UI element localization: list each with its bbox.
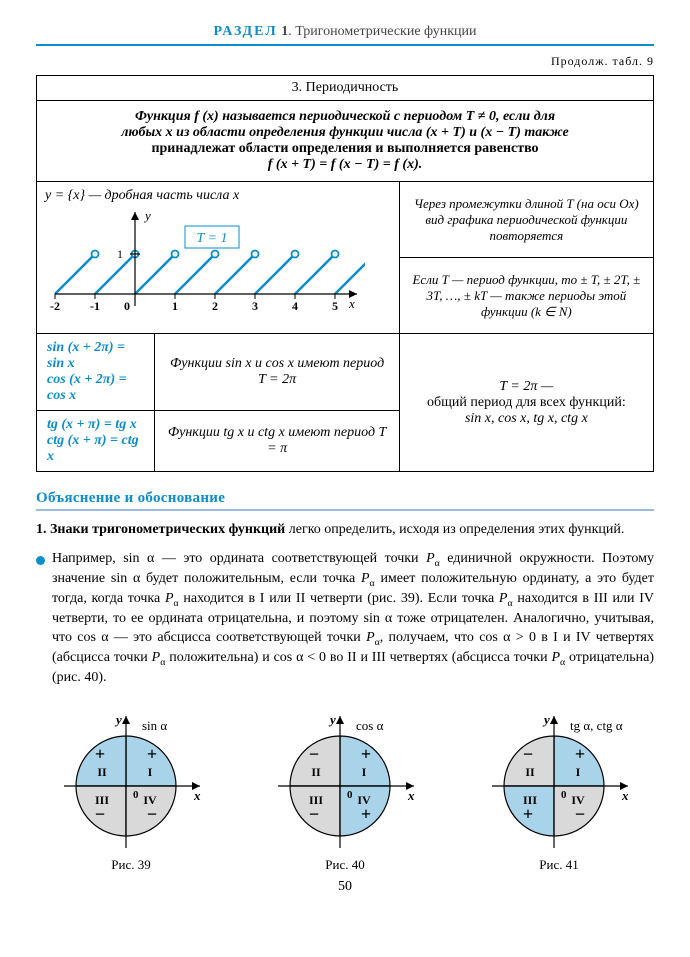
def-line-2: принадлежат области определения и выполн…	[151, 141, 538, 156]
def-line-1: любых x из области определения функции ч…	[121, 125, 569, 140]
svg-text:−: −	[147, 804, 157, 824]
section-number: 1	[281, 24, 288, 39]
period-sin-cos: Функции sin x и cos x имеют период T = 2…	[155, 334, 399, 411]
svg-text:II: II	[311, 765, 321, 779]
svg-text:T = 1: T = 1	[197, 231, 228, 246]
svg-text:x: x	[348, 296, 355, 311]
svg-text:I: I	[148, 765, 153, 779]
svg-text:y: y	[542, 712, 550, 727]
svg-text:y: y	[328, 712, 336, 727]
graph-caption: y = {x} — дробная часть числа x	[45, 188, 239, 203]
svg-text:II: II	[525, 765, 535, 779]
periodicity-table: 3. Периодичность Функция f (x) называетс…	[36, 75, 654, 472]
svg-text:4: 4	[292, 299, 298, 313]
paragraph-1: 1. Знаки тригонометрических функций легк…	[36, 521, 654, 540]
bullet-icon	[36, 550, 52, 698]
formula-sin-cos: sin (x + 2π) = sin x cos (x + 2π) = cos …	[37, 334, 155, 411]
graph-cell: y = {x} — дробная часть числа x 1 y x -2…	[37, 182, 400, 334]
svg-text:5: 5	[332, 299, 338, 313]
formula-tg-ctg: tg (x + π) = tg x ctg (x + π) = ctg x	[37, 411, 155, 472]
svg-text:II: II	[97, 765, 107, 779]
svg-text:−: −	[523, 744, 533, 764]
page-number: 50	[36, 879, 654, 895]
definition-cell: Функция f (x) называется периодической с…	[37, 101, 654, 182]
svg-text:+: +	[147, 744, 157, 764]
svg-text:−: −	[575, 804, 585, 824]
svg-text:+: +	[575, 744, 585, 764]
page: РАЗДЕЛ 1. Тригонометрические функции Про…	[0, 0, 690, 907]
svg-text:0: 0	[124, 299, 130, 313]
svg-text:IV: IV	[571, 793, 585, 807]
figure-caption: Рис. 41	[464, 857, 654, 873]
figure-caption: Рис. 40	[250, 857, 440, 873]
sign-circle: + + − − I II III IV 0 y x sin α	[46, 708, 216, 848]
svg-text:I: I	[576, 765, 581, 779]
figure-caption: Рис. 39	[36, 857, 226, 873]
svg-text:2: 2	[212, 299, 218, 313]
fractional-part-graph: 1 y x -2 -1 0 1 2 3 4 5 T = 1	[45, 206, 365, 324]
svg-text:I: I	[362, 765, 367, 779]
svg-text:tg α, ctg α: tg α, ctg α	[570, 718, 623, 733]
svg-text:1: 1	[117, 247, 123, 261]
svg-text:+: +	[95, 744, 105, 764]
svg-text:y: y	[143, 208, 151, 223]
explanation-heading: Объяснение и обоснование	[36, 488, 654, 511]
svg-text:-2: -2	[50, 299, 60, 313]
svg-text:x: x	[193, 788, 201, 803]
side-note-2: Если T — период функции, то ± T, ± 2T, ±…	[399, 258, 653, 334]
section-header: РАЗДЕЛ 1. Тригонометрические функции	[36, 24, 654, 46]
bullet-text: Например, sin α — это ордината соответст…	[52, 550, 654, 688]
def-line-3: f (x + T) = f (x − T) = f (x).	[268, 157, 422, 172]
figure-fig39: + + − − I II III IV 0 y x sin α Рис. 39	[36, 708, 226, 873]
svg-text:x: x	[621, 788, 629, 803]
para1-lead: 1. Знаки тригонометрических функций	[36, 522, 285, 537]
svg-text:1: 1	[172, 299, 178, 313]
period-tg-ctg: Функции tg x и ctg x имеют период T = π	[155, 411, 399, 472]
svg-text:−: −	[309, 804, 319, 824]
sign-circle: + − − + I II III IV 0 y x cos α	[260, 708, 430, 848]
figure-fig41: + − + − I II III IV 0 y x tg α, ctg α Ри…	[464, 708, 654, 873]
svg-text:III: III	[309, 793, 323, 807]
def-line-0: Функция f (x) называется периодической с…	[135, 109, 555, 124]
table-section-title: 3. Периодичность	[37, 76, 654, 101]
svg-text:x: x	[407, 788, 415, 803]
svg-text:+: +	[361, 804, 371, 824]
side-note-1: Через промежутки длиной T (на оси Ox) ви…	[399, 182, 653, 258]
section-title: Тригонометрические функции	[295, 24, 476, 39]
svg-text:IV: IV	[143, 793, 157, 807]
svg-text:+: +	[361, 744, 371, 764]
svg-text:y: y	[114, 712, 122, 727]
svg-text:0: 0	[347, 789, 353, 801]
svg-text:0: 0	[133, 789, 139, 801]
sign-circle: + − + − I II III IV 0 y x tg α, ctg α	[474, 708, 644, 848]
svg-text:III: III	[523, 793, 537, 807]
bullet-block: Например, sin α — это ордината соответст…	[36, 550, 654, 698]
svg-text:sin α: sin α	[142, 718, 167, 733]
svg-text:cos α: cos α	[356, 718, 384, 733]
continuation-label: Продолж. табл. 9	[36, 54, 654, 69]
figures-row: + + − − I II III IV 0 y x sin α Рис. 39 …	[36, 708, 654, 873]
section-word: РАЗДЕЛ	[213, 24, 277, 39]
svg-text:0: 0	[561, 789, 567, 801]
svg-text:IV: IV	[357, 793, 371, 807]
common-period: T = 2π — общий период для всех функций: …	[399, 334, 653, 472]
svg-text:3: 3	[252, 299, 258, 313]
svg-text:−: −	[95, 804, 105, 824]
svg-text:-1: -1	[90, 299, 100, 313]
para1-tail: легко определить, исходя из опреде­ления…	[285, 522, 624, 537]
figure-fig40: + − − + I II III IV 0 y x cos α Рис. 40	[250, 708, 440, 873]
svg-text:−: −	[309, 744, 319, 764]
svg-text:III: III	[95, 793, 109, 807]
svg-text:+: +	[523, 804, 533, 824]
